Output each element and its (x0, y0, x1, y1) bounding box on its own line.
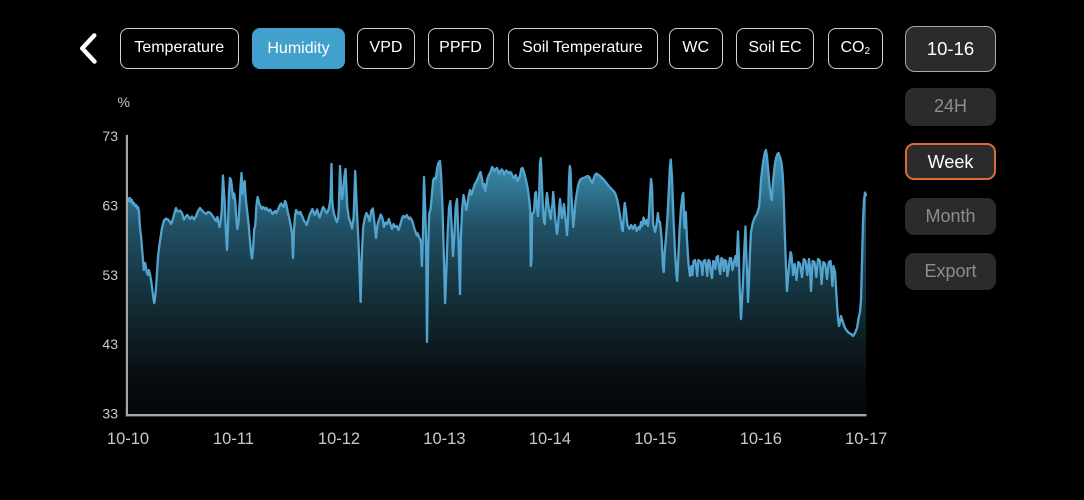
svg-text:43: 43 (102, 336, 118, 352)
svg-text:%: % (118, 94, 130, 110)
svg-text:10-13: 10-13 (423, 430, 465, 448)
svg-text:33: 33 (102, 406, 118, 422)
svg-text:10-11: 10-11 (213, 430, 254, 448)
svg-text:10-14: 10-14 (529, 430, 571, 448)
svg-text:10-17: 10-17 (845, 430, 887, 448)
svg-text:53: 53 (102, 267, 118, 283)
svg-text:10-16: 10-16 (740, 430, 782, 448)
svg-text:10-15: 10-15 (634, 430, 676, 448)
svg-text:63: 63 (102, 197, 118, 213)
svg-text:73: 73 (102, 128, 118, 144)
svg-text:10-10: 10-10 (107, 430, 149, 448)
svg-text:10-12: 10-12 (318, 430, 360, 448)
